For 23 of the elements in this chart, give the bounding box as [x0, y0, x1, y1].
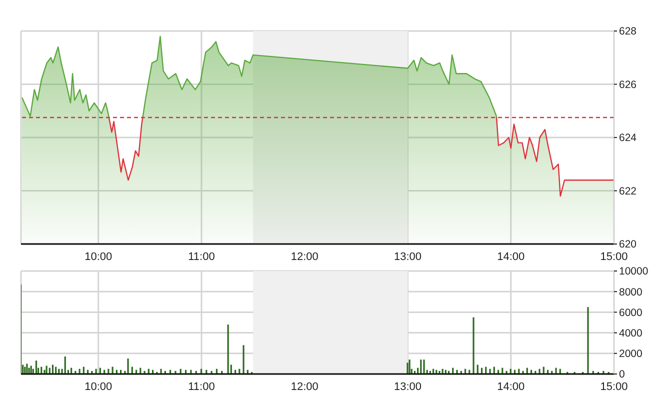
y-tick-label: 620 [619, 238, 637, 251]
x-tick-label: 14:00 [497, 250, 525, 263]
x-tick-label: 13:00 [394, 380, 422, 393]
y-tick-label: 628 [619, 26, 637, 38]
y-tick-label: 626 [619, 78, 637, 91]
x-tick-label: 15:00 [600, 250, 628, 263]
x-tick-label: 12:00 [290, 380, 318, 393]
x-tick-label: 11:00 [188, 250, 215, 263]
y-tick-label: 622 [619, 185, 637, 198]
x-tick-label: 15:00 [600, 380, 628, 393]
x-tick-label: 11:00 [188, 380, 215, 393]
y-tick-label: 624 [619, 132, 637, 144]
y-tick-label: 0 [619, 368, 625, 381]
x-tick-label: 10:00 [84, 250, 112, 263]
y-tick-label: 4000 [619, 328, 643, 340]
x-tick-label: 10:00 [84, 380, 112, 393]
y-tick-label: 10000 [619, 266, 648, 278]
y-tick-label: 8000 [619, 286, 643, 298]
x-tick-label: 14:00 [497, 380, 525, 393]
x-tick-label: 12:00 [290, 250, 318, 263]
y-tick-label: 6000 [619, 306, 643, 319]
x-tick-label: 13:00 [394, 250, 422, 263]
y-tick-label: 2000 [619, 348, 643, 360]
